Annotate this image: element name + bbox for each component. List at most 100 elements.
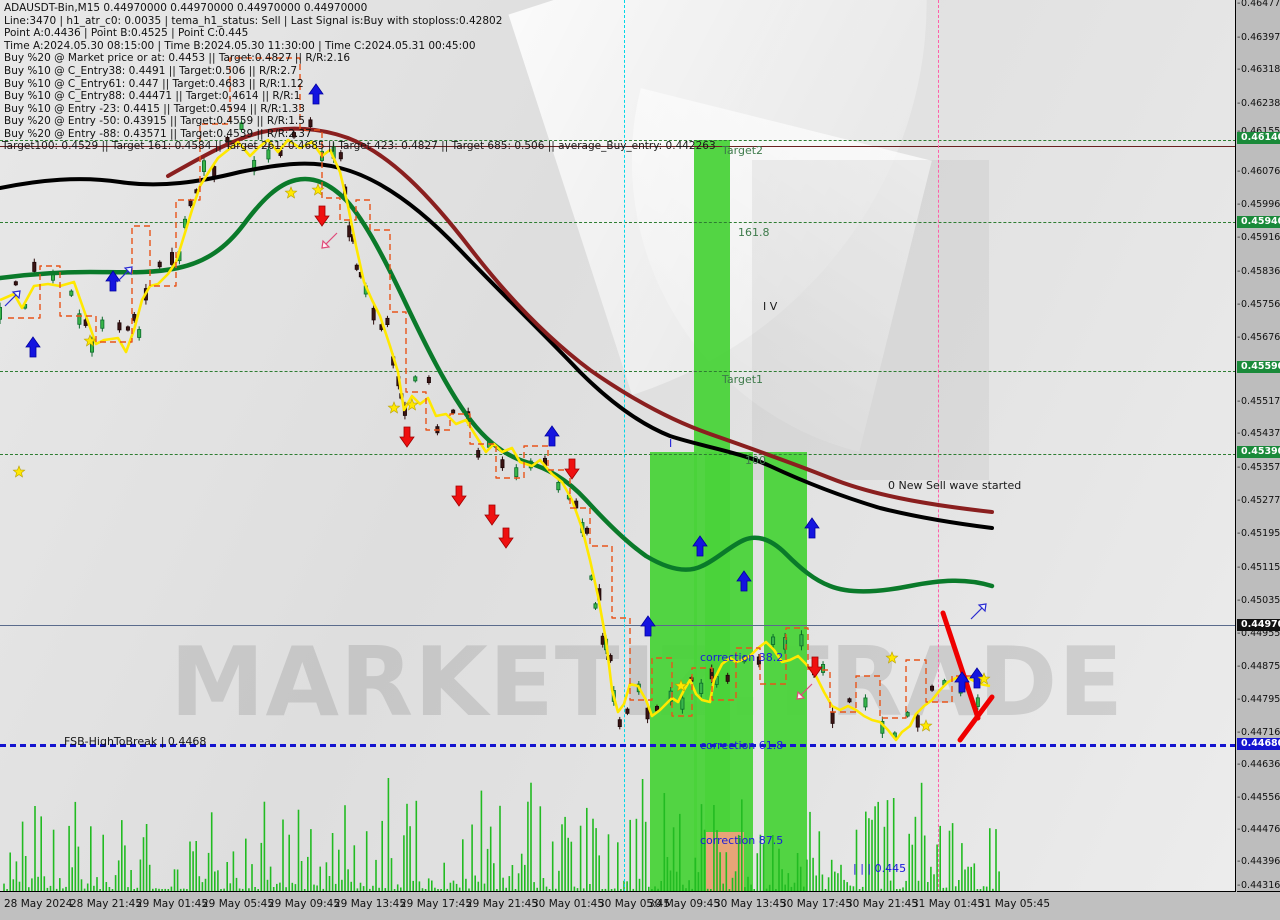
time-tick-15: 31 May 05:45 bbox=[978, 898, 1051, 910]
price-tick-value: 0.44476 bbox=[1241, 824, 1280, 835]
candlestick bbox=[0, 302, 3, 324]
price-tick-value: 0.46397 bbox=[1241, 32, 1280, 43]
price-tick-20: -0.45115 bbox=[1237, 562, 1280, 573]
price-tick-value: 0.45836 bbox=[1241, 266, 1280, 277]
time-scale[interactable]: 28 May 2024 28 May 21:45 29 May 01:45 29 Ma… bbox=[0, 893, 1280, 920]
time-tick-7: 29 May 21:45 bbox=[466, 898, 539, 910]
time-tick-0: 28 May 2024 bbox=[4, 898, 73, 910]
price-tick-value: 0.45676 bbox=[1241, 332, 1280, 343]
buy-arrow-icon bbox=[954, 671, 970, 693]
time-c-cursor bbox=[938, 0, 939, 891]
price-tick-value: 0.45035 bbox=[1241, 595, 1280, 606]
price-tick-28: -0.44636 bbox=[1237, 759, 1280, 770]
time-tick-4: 29 May 09:45 bbox=[268, 898, 341, 910]
price-scale[interactable]: -0.46477 -0.46397 -0.46318 -0.46238 -0.46155… bbox=[1237, 0, 1280, 892]
price-tick-29: -0.44556 bbox=[1237, 792, 1280, 803]
chart-plot-area[interactable]: MARKETIZ.TRADE Target100: 0.4529 || Targ… bbox=[0, 0, 1236, 892]
price-tick-value: 0.46318 bbox=[1241, 64, 1280, 75]
point-c-label: | | | 0.445 bbox=[853, 862, 907, 875]
chart-info-line-0: ADAUSDT-Bin,M15 0.44970000 0.44970000 0.… bbox=[4, 2, 368, 14]
price-tick-12: -0.45676 bbox=[1237, 332, 1280, 343]
time-tick-3: 29 May 05:45 bbox=[202, 898, 275, 910]
price-tick-5: 0.46140 bbox=[1237, 132, 1280, 144]
candlestick bbox=[177, 248, 182, 265]
candlestick bbox=[13, 280, 18, 287]
price-tick-3: -0.46238 bbox=[1237, 98, 1280, 109]
time-tick-9: 30 May 05:45 bbox=[598, 898, 671, 910]
price-tick-value: 0.45756 bbox=[1241, 299, 1280, 310]
candlestick bbox=[942, 678, 947, 687]
price-tick-value: 0.45916 bbox=[1241, 232, 1280, 243]
price-tick-value: 0.44795 bbox=[1241, 694, 1280, 705]
highlight-band-3 bbox=[764, 452, 807, 891]
price-tick-32: -0.44316 bbox=[1237, 880, 1280, 891]
candlestick bbox=[580, 518, 585, 537]
time-tick-10: 30 May 09:45 bbox=[648, 898, 721, 910]
chart-info-line-8: Buy %10 @ Entry -23: 0.4415 || Target:0.… bbox=[4, 102, 305, 115]
price-tick-value: 0.45277 bbox=[1241, 495, 1280, 506]
price-tick-27: 0.44680 bbox=[1237, 738, 1280, 750]
candlestick bbox=[343, 184, 348, 198]
level-line-100 bbox=[0, 454, 1235, 455]
background-shade-box bbox=[752, 160, 989, 480]
price-tick-value: 0.44716 bbox=[1241, 727, 1280, 738]
chart-info-line-4: Buy %20 @ Market price or at: 0.4453 || … bbox=[4, 52, 351, 65]
price-tick-13: 0.45590 bbox=[1237, 361, 1280, 373]
candlestick bbox=[435, 424, 440, 436]
star-marker-icon bbox=[284, 186, 298, 199]
candlestick bbox=[500, 456, 505, 471]
price-tick-value: 0.45115 bbox=[1241, 562, 1280, 573]
candlestick bbox=[466, 407, 471, 426]
target2-label: Target2 bbox=[722, 144, 764, 157]
sell-arrow-icon bbox=[498, 527, 514, 549]
price-tick-value: 0.44955 bbox=[1241, 628, 1280, 639]
price-tick-value: 0.45517 bbox=[1241, 396, 1280, 407]
chart-info-line-3: Time A:2024.05.30 08:15:00 | Time B:2024… bbox=[4, 39, 476, 52]
price-tick-value: 0.45940 bbox=[1241, 216, 1280, 227]
time-b-cursor bbox=[624, 0, 625, 891]
candlestick bbox=[880, 716, 885, 738]
candlestick bbox=[413, 375, 418, 383]
candlestick bbox=[589, 574, 594, 581]
target-summary-label: Target100: 0.4529 || Target 161: 0.4584 … bbox=[2, 140, 716, 152]
candlestick bbox=[137, 326, 142, 341]
candlestick bbox=[574, 498, 579, 511]
candlestick bbox=[354, 263, 359, 272]
candlestick bbox=[847, 697, 852, 704]
fib100-label: 100 bbox=[745, 454, 766, 467]
candlestick bbox=[426, 375, 431, 385]
buy-arrow-icon bbox=[969, 667, 985, 689]
candlestick bbox=[371, 303, 376, 325]
price-tick-value: 0.44970 bbox=[1241, 619, 1280, 630]
chart-info-line-5: Buy %10 @ C_Entry38: 0.4491 || Target:0.… bbox=[4, 64, 298, 77]
fib1618-label: 161.8 bbox=[738, 226, 770, 239]
candlestick bbox=[182, 215, 187, 231]
price-tick-25: -0.44795 bbox=[1237, 694, 1280, 705]
price-tick-21: -0.45035 bbox=[1237, 595, 1280, 606]
candlestick bbox=[202, 156, 207, 176]
price-tick-value: 0.44396 bbox=[1241, 856, 1280, 867]
candlestick bbox=[611, 686, 616, 706]
candlestick bbox=[143, 283, 148, 305]
level-line-current bbox=[0, 625, 1235, 626]
price-tick-22: 0.44970 bbox=[1237, 619, 1280, 631]
chart-info-line-7: Buy %10 @ C_Entry88: 0.44471 || Target:0… bbox=[4, 90, 301, 103]
candlestick bbox=[32, 258, 37, 276]
candlestick bbox=[593, 601, 598, 610]
time-tick-11: 30 May 13:45 bbox=[714, 898, 787, 910]
candlestick bbox=[212, 162, 217, 183]
chart-info-line-2: Point A:0.4436 | Point B:0.4525 | Point … bbox=[4, 27, 249, 40]
price-tick-value: 0.45437 bbox=[1241, 428, 1280, 439]
candlestick bbox=[358, 270, 363, 279]
price-tick-value: 0.45195 bbox=[1241, 528, 1280, 539]
broker-watermark: MARKETIZ.TRADE bbox=[170, 628, 1125, 738]
price-tick-value: 0.45390 bbox=[1241, 446, 1280, 457]
time-tick-14: 31 May 01:45 bbox=[912, 898, 985, 910]
target1-label: Target1 bbox=[722, 373, 764, 386]
buy-arrow-icon bbox=[804, 517, 820, 539]
candlestick bbox=[50, 269, 55, 284]
wave-i-label: I bbox=[669, 437, 673, 450]
candlestick bbox=[645, 703, 650, 724]
price-tick-16: 0.45390 bbox=[1237, 446, 1280, 458]
candlestick bbox=[830, 707, 835, 729]
